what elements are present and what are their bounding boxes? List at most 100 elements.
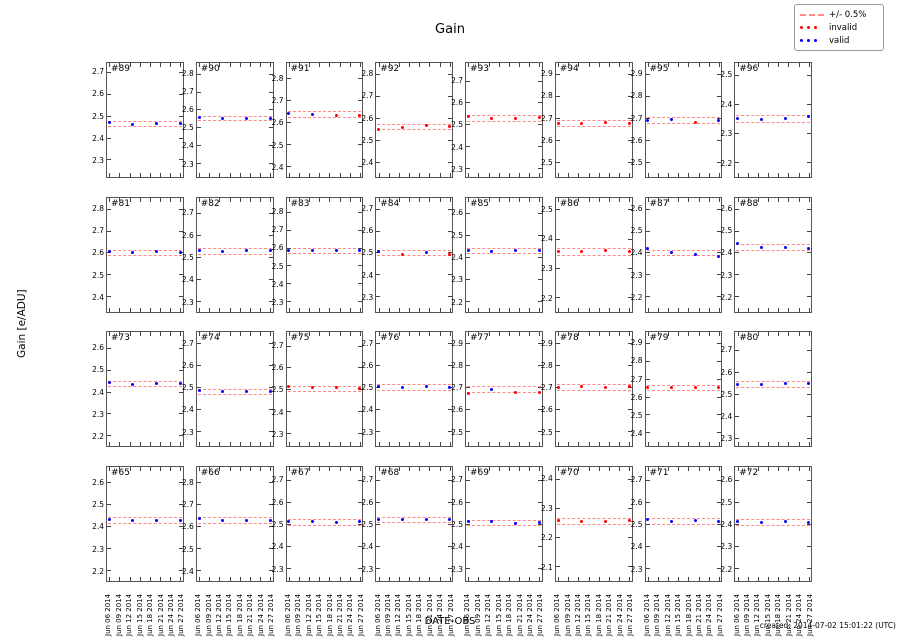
x-tick-mark <box>160 332 162 337</box>
x-tick-label: Jun 12 2014 <box>214 593 223 637</box>
x-tick-label: Jun 09 2014 <box>294 593 303 637</box>
subplot-panel: #81 <box>106 196 184 313</box>
y-tick-mark <box>178 137 183 139</box>
y-tick-mark <box>627 343 632 345</box>
x-tick-mark <box>388 307 390 312</box>
x-tick-mark <box>409 467 411 472</box>
x-tick-mark <box>757 442 759 447</box>
y-tick-mark <box>358 411 363 413</box>
x-tick-mark <box>568 173 570 177</box>
y-tick-mark <box>807 415 811 417</box>
y-tick-mark <box>627 537 632 539</box>
y-tick-mark <box>645 396 650 398</box>
y-tick-mark <box>196 343 201 345</box>
x-tick-mark <box>698 442 700 447</box>
x-tick-mark <box>718 307 720 312</box>
subplot-label: #93 <box>470 64 489 74</box>
valid-data-point <box>221 117 225 121</box>
x-tick-mark <box>529 442 531 447</box>
invalid-data-point <box>537 391 541 395</box>
x-tick-label: Jun 09 2014 <box>473 593 482 637</box>
tolerance-band-line <box>377 522 451 524</box>
x-tick-mark <box>339 332 341 337</box>
x-tick-mark <box>698 63 700 67</box>
y-tick-label: 2.6 <box>451 497 463 507</box>
subplot-cell: 2.3 2.4 2.5 2.6 2.7 #67 Jun 06 2014 Jun 09 2014… <box>272 466 365 636</box>
x-tick-mark <box>439 63 441 67</box>
y-tick-mark <box>627 431 632 433</box>
y-tick-mark <box>645 545 650 547</box>
y-tick-mark <box>286 411 291 413</box>
y-tick-label: 2.5 <box>271 261 284 271</box>
x-tick-mark <box>209 577 211 582</box>
x-tick-mark <box>619 173 621 177</box>
y-tick-label: 2.5 <box>92 499 104 509</box>
x-tick-mark <box>149 63 151 67</box>
subplot-panel: #70 <box>554 466 633 583</box>
x-tick-mark <box>119 467 121 472</box>
x-tick-label: Jun 06 2014 <box>553 593 562 637</box>
y-tick-label: 2.5 <box>540 427 553 437</box>
y-tick-mark <box>717 343 722 345</box>
tolerance-band-line <box>467 252 541 254</box>
valid-data-point <box>807 247 811 251</box>
x-tick-mark <box>708 332 710 337</box>
x-tick-mark <box>398 467 400 472</box>
x-tick-mark <box>129 307 131 312</box>
y-tick-label: 2.8 <box>540 91 553 101</box>
subplot-panel: #86 <box>554 196 633 313</box>
x-tick-mark <box>199 173 201 177</box>
y-tick-mark <box>537 545 542 547</box>
x-tick-mark <box>359 63 361 67</box>
x-tick-mark <box>109 332 111 337</box>
y-tick-mark <box>358 367 363 369</box>
tolerance-band-line <box>287 524 362 526</box>
x-tick-mark <box>668 332 670 337</box>
y-tick-mark <box>107 548 111 550</box>
invalid-data-point <box>693 386 697 390</box>
y-tick-label: 2.4 <box>451 142 463 152</box>
y-tick-mark <box>178 208 183 210</box>
x-tick-label: Jun 09 2014 <box>204 593 213 637</box>
x-tick-mark <box>109 467 111 472</box>
x-tick-mark <box>718 197 720 202</box>
subplot-cell: 2.3 2.4 2.5 2.6 2.7 #82 <box>182 196 274 313</box>
y-tick-label: 2.5 <box>720 69 733 79</box>
valid-data-point <box>358 520 362 524</box>
y-tick-label: 2.6 <box>92 248 104 258</box>
y-tick-label: 2.4 <box>720 412 733 422</box>
y-tick-label: 2.4 <box>361 158 374 168</box>
x-tick-mark <box>160 63 162 67</box>
y-tick-mark <box>807 230 811 232</box>
valid-data-point <box>537 521 541 525</box>
valid-data-point <box>693 253 697 257</box>
y-tick-mark <box>268 127 273 129</box>
subplot-panel: #72 <box>734 466 812 583</box>
y-tick-mark <box>555 161 560 163</box>
y-tick-mark <box>268 144 273 146</box>
y-tick-mark <box>537 213 542 215</box>
y-tick-mark <box>358 283 363 285</box>
x-tick-mark <box>747 577 749 582</box>
x-tick-mark <box>808 197 810 202</box>
x-tick-label: Jun 18 2014 <box>146 593 155 637</box>
y-tick-label: 2.2 <box>540 533 553 543</box>
x-tick-mark <box>149 467 151 472</box>
y-tick-mark <box>645 161 650 163</box>
x-tick-mark <box>488 577 490 582</box>
y-tick-mark <box>735 545 740 547</box>
x-tick-mark <box>260 577 262 582</box>
y-tick-mark <box>717 252 722 254</box>
y-tick-mark <box>358 345 363 347</box>
tolerance-band-line <box>108 386 182 388</box>
x-tick-mark <box>598 467 600 472</box>
y-tick-mark <box>196 482 201 484</box>
y-tick-mark <box>717 432 722 434</box>
y-tick-mark <box>286 265 291 267</box>
x-tick-mark <box>219 332 221 337</box>
invalid-data-point <box>580 249 584 253</box>
subplot-panel: #76 <box>375 331 453 448</box>
x-tick-mark <box>718 332 720 337</box>
y-tick-mark <box>735 349 740 351</box>
x-tick-mark <box>349 577 351 582</box>
